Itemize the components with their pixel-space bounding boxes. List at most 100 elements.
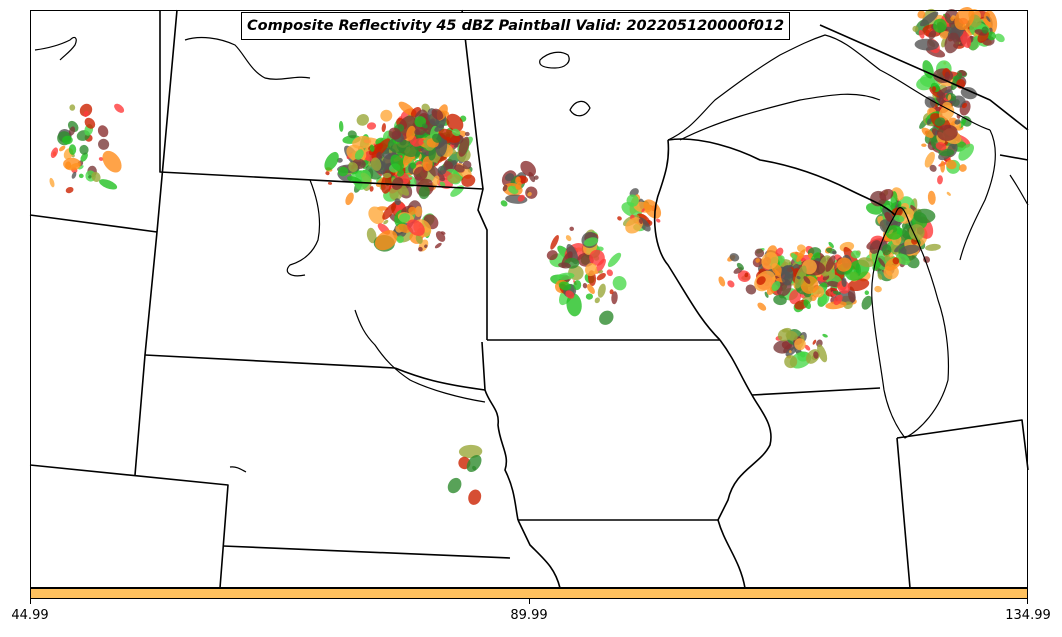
reflectivity-blob bbox=[391, 177, 404, 190]
reflectivity-blob bbox=[368, 143, 384, 156]
reflectivity-blob bbox=[447, 477, 462, 494]
reflectivity-blob bbox=[432, 175, 440, 187]
reflectivity-blob bbox=[348, 162, 358, 173]
reflectivity-blob bbox=[927, 190, 936, 205]
reflectivity-blob bbox=[825, 255, 836, 272]
reflectivity-blob bbox=[729, 253, 740, 262]
lake-superior-south bbox=[679, 93, 881, 141]
reflectivity-blob bbox=[912, 25, 919, 32]
iowa-west bbox=[481, 341, 519, 521]
reflectivity-blob bbox=[369, 186, 374, 192]
reflectivity-blob bbox=[80, 152, 88, 162]
state-boundaries bbox=[29, 9, 1029, 589]
reflectivity-blob bbox=[947, 94, 952, 101]
reflectivity-blob bbox=[397, 169, 405, 177]
reflectivity-blob bbox=[921, 143, 927, 147]
wisconsin-south bbox=[751, 387, 881, 396]
reflectivity-blob bbox=[597, 283, 606, 298]
reflectivity-blob bbox=[438, 128, 461, 143]
reflectivity-blob bbox=[68, 126, 76, 136]
reflectivity-blob bbox=[839, 241, 855, 252]
reflectivity-blob bbox=[406, 219, 425, 236]
colorbar bbox=[30, 588, 1028, 599]
reflectivity-blob bbox=[958, 143, 974, 161]
reflectivity-blob bbox=[794, 265, 807, 289]
reflectivity-blob bbox=[451, 128, 461, 137]
reflectivity-blob bbox=[515, 181, 522, 190]
reflectivity-blob bbox=[864, 290, 870, 295]
missouri-east bbox=[717, 519, 746, 589]
reflectivity-blob bbox=[583, 237, 599, 247]
reflectivity-blob bbox=[424, 244, 428, 248]
reflectivity-blob bbox=[390, 154, 404, 172]
reflectivity-blob bbox=[794, 338, 806, 351]
reflectivity-blob bbox=[944, 71, 950, 81]
reflectivity-blob bbox=[370, 157, 382, 171]
reflectivity-blob bbox=[102, 150, 122, 173]
reflectivity-blob bbox=[585, 293, 593, 300]
reflectivity-blob bbox=[79, 144, 89, 155]
reflectivity-blob bbox=[918, 29, 925, 39]
colorbar-tick-label: 44.99 bbox=[11, 608, 49, 623]
reflectivity-blob bbox=[582, 283, 588, 289]
dakotas-border bbox=[144, 354, 396, 369]
reflectivity-blob bbox=[861, 295, 873, 310]
reflectivity-blob bbox=[932, 86, 937, 92]
reflectivity-blob bbox=[773, 294, 787, 306]
reflectivity-blob bbox=[850, 250, 861, 259]
reflectivity-blob bbox=[745, 284, 757, 295]
reflectivity-blob bbox=[356, 114, 369, 126]
reflectivity-blob bbox=[49, 177, 55, 188]
reflectivity-blob bbox=[62, 135, 73, 145]
reflectivity-blob bbox=[836, 257, 852, 272]
reflectivity-blob bbox=[338, 120, 344, 132]
reflectivity-blob bbox=[594, 297, 600, 304]
reflectivity-blob bbox=[434, 124, 445, 132]
reflectivity-blob bbox=[837, 280, 851, 294]
reflectivity-blob bbox=[626, 194, 639, 207]
reflectivity-blob bbox=[406, 125, 416, 141]
reflectivity-blob bbox=[71, 171, 77, 179]
fort-peck bbox=[34, 36, 77, 61]
colorbar-tick-mark bbox=[1027, 599, 1028, 604]
reflectivity-blob bbox=[847, 278, 870, 291]
reflectivity-blob bbox=[388, 127, 402, 140]
reflectivity-blob bbox=[888, 229, 894, 235]
reflectivity-blob bbox=[418, 185, 430, 200]
reflectivity-blob bbox=[874, 285, 882, 293]
reflectivity-blob bbox=[78, 165, 84, 170]
reflectivity-blob bbox=[437, 165, 447, 175]
lake-sakakawea bbox=[184, 36, 311, 80]
reflectivity-blob bbox=[97, 125, 109, 138]
reflectivity-blob bbox=[345, 192, 354, 206]
reflectivity-blob bbox=[813, 351, 819, 359]
reflectivity-blob bbox=[934, 117, 946, 127]
reflectivity-blob bbox=[781, 341, 791, 350]
reflectivity-blob bbox=[382, 203, 397, 220]
reflectivity-blob bbox=[822, 333, 828, 338]
reflectivity-blob bbox=[558, 262, 571, 269]
reflectivity-blob bbox=[99, 179, 118, 190]
reflectivity-blob bbox=[950, 16, 955, 22]
reflectivity-blob bbox=[754, 248, 765, 258]
reflectivity-blob bbox=[784, 355, 798, 369]
reflectivity-blob bbox=[431, 108, 444, 121]
reflectivity-blob bbox=[756, 276, 766, 285]
reflectivity-blob bbox=[937, 175, 943, 185]
reflectivity-blob bbox=[858, 257, 875, 268]
reflectivity-blob bbox=[987, 31, 996, 41]
reflectivity-blob bbox=[383, 219, 389, 225]
reflectivity-blob bbox=[896, 253, 910, 266]
reflectivity-blob bbox=[881, 244, 892, 256]
reflectivity-blob bbox=[598, 270, 604, 274]
reflectivity-blob bbox=[324, 151, 339, 171]
canada-border bbox=[159, 10, 484, 190]
reflectivity-blob bbox=[917, 10, 926, 19]
reflectivity-blob bbox=[790, 253, 802, 265]
reflectivity-blob bbox=[517, 194, 525, 202]
reflectivity-blob bbox=[558, 281, 572, 291]
reflectivity-blob bbox=[464, 131, 470, 137]
reflectivity-blob bbox=[396, 235, 404, 244]
reflectivity-blob bbox=[500, 200, 508, 207]
